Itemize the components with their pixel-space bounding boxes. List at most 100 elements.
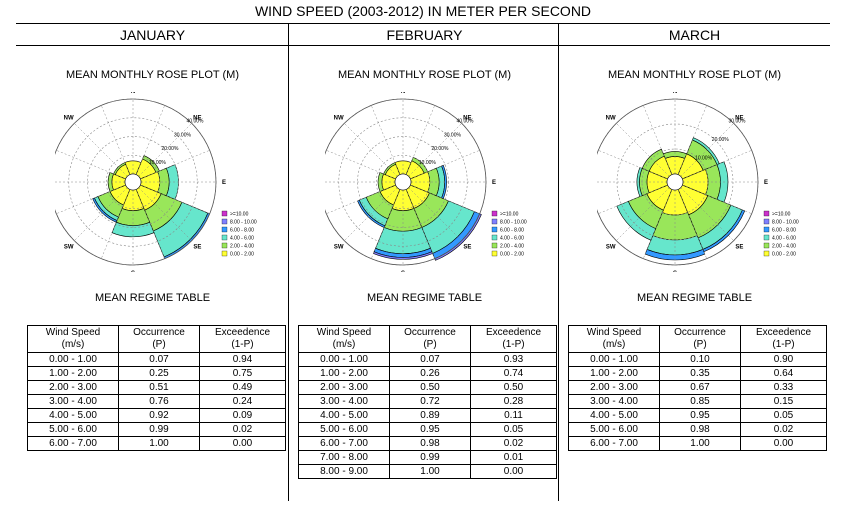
table-cell: 1.00 - 2.00 <box>298 366 390 381</box>
grid-spoke <box>643 189 673 259</box>
grid-spoke <box>74 187 128 241</box>
regime-table-title: MEAN REGIME TABLE <box>636 292 753 304</box>
table-cell: 0.00 - 1.00 <box>298 352 390 367</box>
table-cell: 0.85 <box>659 394 741 409</box>
direction-label: NE <box>463 116 471 122</box>
grid-spoke <box>677 105 707 175</box>
grid-spoke <box>680 187 734 241</box>
table-header-cell: Wind Speed (m/s) <box>298 325 390 353</box>
legend-label: >=10.00 <box>500 212 519 218</box>
table-cell: 0.00 <box>740 436 827 451</box>
table-row: 7.00 - 8.00 0.99 0.01 <box>298 450 557 465</box>
table-row: 3.00 - 4.00 0.76 0.24 <box>27 394 286 409</box>
table-cell: 0.33 <box>740 380 827 395</box>
table-cell: 0.95 <box>659 408 741 423</box>
direction-label: S <box>673 271 677 272</box>
legend-swatch <box>763 210 770 217</box>
table-cell: 0.67 <box>659 380 741 395</box>
rose-wedge-2to4 <box>641 148 665 172</box>
legend-swatch <box>221 210 228 217</box>
legend-swatch <box>221 234 228 241</box>
table-cell: 0.11 <box>470 408 557 423</box>
legend-swatch <box>491 218 498 225</box>
table-row: 1.00 - 2.00 0.35 0.64 <box>568 366 827 381</box>
grid-spoke <box>135 189 165 259</box>
table-cell: 0.05 <box>740 408 827 423</box>
table-cell: 0.98 <box>659 422 741 437</box>
ring-label: 10.00% <box>419 160 437 166</box>
table-cell: 0.95 <box>389 422 471 437</box>
table-row: 8.00 - 9.00 1.00 0.00 <box>298 464 557 479</box>
table-row: 2.00 - 3.00 0.50 0.50 <box>298 380 557 395</box>
direction-label: SW <box>606 244 616 250</box>
table-cell: 6.00 - 7.00 <box>27 436 119 451</box>
table-row: 6.00 - 7.00 1.00 0.00 <box>27 436 286 451</box>
month-heading-january: JANUARY <box>119 27 186 43</box>
grid-spoke <box>140 184 210 214</box>
legend-swatch <box>491 226 498 233</box>
rose-plot-january: 10.00%20.00%30.00%40.00%NNEESESSWWNW>=10… <box>55 92 257 272</box>
table-cell: 0.90 <box>740 352 827 367</box>
table-row: 5.00 - 6.00 0.99 0.02 <box>27 422 286 437</box>
table-row: 4.00 - 5.00 0.92 0.09 <box>27 408 286 423</box>
table-cell: 0.89 <box>389 408 471 423</box>
legend-swatch <box>491 234 498 241</box>
table-cell: 0.07 <box>118 352 200 367</box>
grid-spoke <box>408 187 462 241</box>
rose-plot-march: 10.00%20.00%30.00%NNEESESSWWNW>=10.008.0… <box>597 92 799 272</box>
legend-swatch <box>221 226 228 233</box>
table-cell: 4.00 - 5.00 <box>568 408 660 423</box>
legend-swatch <box>763 242 770 249</box>
top-rule <box>16 23 830 24</box>
outer-ring <box>55 98 217 266</box>
rose-plot-title: MEAN MONTHLY ROSE PLOT (M) <box>608 69 781 81</box>
table-row: 2.00 - 3.00 0.51 0.49 <box>27 380 286 395</box>
table-cell: 0.75 <box>199 366 286 381</box>
table-cell: 0.74 <box>470 366 557 381</box>
table-header-cell: Exceedence (1-P) <box>740 325 827 353</box>
ring-label: 20.00% <box>712 137 730 143</box>
month-heading-february: FEBRUARY <box>386 27 463 43</box>
legend-swatch <box>491 210 498 217</box>
grid-spoke <box>138 187 192 241</box>
grid-spoke <box>410 184 480 214</box>
table-cell: 0.94 <box>199 352 286 367</box>
ring-label: 30.00% <box>729 118 747 124</box>
table-cell: 3.00 - 4.00 <box>298 394 390 409</box>
table-cell: 0.09 <box>199 408 286 423</box>
table-cell: 0.99 <box>389 450 471 465</box>
grid-spoke <box>682 184 752 214</box>
legend-label: 2.00 - 4.00 <box>230 244 254 250</box>
legend-label: 8.00 - 10.00 <box>230 220 257 226</box>
table-cell: 0.00 - 1.00 <box>568 352 660 367</box>
rose-wedge-2to4 <box>113 162 127 176</box>
table-cell: 2.00 - 3.00 <box>298 380 390 395</box>
table-row: 5.00 - 6.00 0.95 0.05 <box>298 422 557 437</box>
ring-label: 30.00% <box>444 132 462 138</box>
regime-table-title: MEAN REGIME TABLE <box>366 292 483 304</box>
legend-swatch <box>221 218 228 225</box>
table-header-cell: Exceedence (1-P) <box>470 325 557 353</box>
table-row: 0.00 - 1.00 0.07 0.93 <box>298 352 557 367</box>
direction-label: SE <box>193 244 201 250</box>
table-cell: 0.72 <box>389 394 471 409</box>
grid-spoke <box>101 189 131 259</box>
grid-spoke <box>135 105 165 175</box>
legend-label: 0.00 - 2.00 <box>500 252 524 258</box>
legend-label: 6.00 - 8.00 <box>230 228 254 234</box>
direction-label: NE <box>193 116 201 122</box>
rose-plot-title: MEAN MONTHLY ROSE PLOT (M) <box>338 69 511 81</box>
ring-label: 10.00% <box>149 160 167 166</box>
table-cell: 6.00 - 7.00 <box>568 436 660 451</box>
grid-spoke <box>371 189 401 259</box>
table-cell: 0.01 <box>470 450 557 465</box>
grid-spoke <box>140 150 210 180</box>
table-cell: 0.51 <box>118 380 200 395</box>
table-cell: 0.49 <box>199 380 286 395</box>
table-row: 6.00 - 7.00 0.98 0.02 <box>298 436 557 451</box>
table-cell: 0.50 <box>470 380 557 395</box>
legend-label: 0.00 - 2.00 <box>772 252 796 258</box>
legend-swatch <box>491 242 498 249</box>
direction-label: E <box>764 180 768 186</box>
table-cell: 2.00 - 3.00 <box>568 380 660 395</box>
